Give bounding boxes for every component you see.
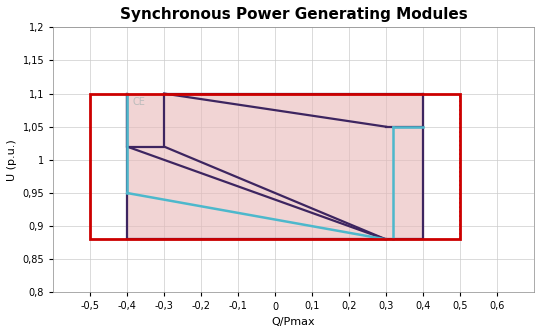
Title: Synchronous Power Generating Modules: Synchronous Power Generating Modules — [120, 7, 467, 22]
Y-axis label: U (p.u.): U (p.u.) — [7, 139, 17, 181]
X-axis label: Q/Pmax: Q/Pmax — [272, 317, 315, 327]
Polygon shape — [127, 94, 423, 239]
Bar — [90, 94, 460, 239]
Text: CE: CE — [133, 97, 146, 107]
